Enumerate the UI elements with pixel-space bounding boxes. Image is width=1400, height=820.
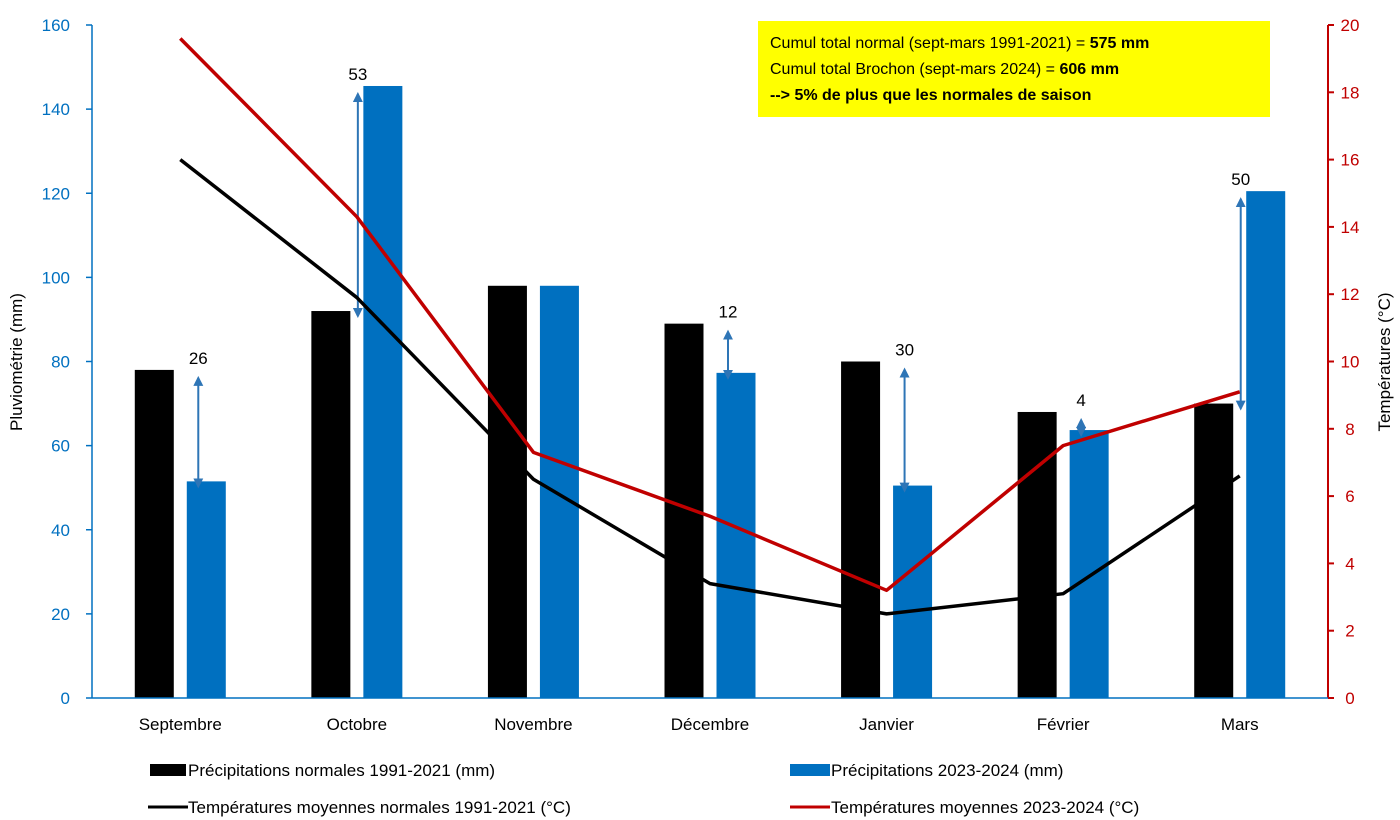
y-tick-label: 160: [42, 16, 70, 35]
bar-normal-precip: [487, 285, 527, 698]
legend: Précipitations normales 1991-2021 (mm) P…: [148, 761, 1139, 817]
x-tick-label: Novembre: [494, 715, 572, 734]
y-right-tick-label: 0: [1345, 689, 1354, 708]
x-tick-label: Septembre: [139, 715, 222, 734]
legend-swatch: [150, 764, 186, 776]
bar-precip-2023: [893, 485, 933, 698]
y-right-tick-label: 2: [1345, 622, 1354, 641]
x-tick-label: Mars: [1221, 715, 1259, 734]
legend-item-normal-temp: Températures moyennes normales 1991-2021…: [148, 798, 571, 817]
bar-precip-2023: [1069, 430, 1109, 698]
y-tick-label: 120: [42, 184, 70, 203]
y-tick-label: 0: [61, 689, 70, 708]
annotation-box: Cumul total normal (sept-mars 1991-2021)…: [758, 21, 1270, 117]
y-tick-label: 60: [51, 437, 70, 456]
legend-item-normal-precip: Précipitations normales 1991-2021 (mm): [150, 761, 495, 780]
y-right-tick-label: 18: [1341, 83, 1360, 102]
difference-arrows: 26 53 12 30 4 50: [189, 65, 1250, 493]
y-tick-label: 80: [51, 353, 70, 372]
line-normal-temp: [179, 158, 1241, 616]
bar-layer: [134, 85, 1286, 699]
difference-label: 4: [1076, 391, 1085, 410]
bar-normal-precip: [134, 369, 174, 698]
difference-label: 53: [348, 65, 367, 84]
y-right-tick-label: 14: [1341, 218, 1360, 237]
difference-label: 30: [895, 341, 914, 360]
legend-item-precip-2023: Précipitations 2023-2024 (mm): [790, 761, 1063, 780]
y-tick-label: 140: [42, 100, 70, 119]
line-layer: [179, 37, 1241, 616]
y-right-tick-label: 20: [1341, 16, 1360, 35]
bar-normal-precip: [1017, 411, 1057, 698]
legend-swatch: [790, 764, 830, 776]
x-tick-label: Octobre: [327, 715, 387, 734]
bar-precip-2023: [186, 481, 226, 698]
difference-label: 26: [189, 349, 208, 368]
y-right-tick-label: 8: [1345, 420, 1354, 439]
difference-label: 50: [1231, 170, 1250, 189]
legend-label: Températures moyennes normales 1991-2021…: [188, 798, 571, 817]
x-tick-label: Décembre: [671, 715, 749, 734]
annotation-line-3: --> 5% de plus que les normales de saiso…: [770, 87, 1091, 104]
y-right-tick-label: 16: [1341, 151, 1360, 170]
legend-label: Précipitations normales 1991-2021 (mm): [188, 761, 495, 780]
y-right-tick-label: 6: [1345, 487, 1354, 506]
legend-label: Températures moyennes 2023-2024 (°C): [831, 798, 1139, 817]
x-tick-label: Février: [1037, 715, 1090, 734]
bar-normal-precip: [311, 311, 351, 698]
y-tick-label: 100: [42, 268, 70, 287]
y-tick-label: 20: [51, 605, 70, 624]
annotation-line-1: Cumul total normal (sept-mars 1991-2021)…: [770, 35, 1149, 52]
right-axis-ticks: 0 2 4 6 8 10 12 14 16 18 20: [1328, 16, 1359, 708]
bar-precip-2023: [1246, 191, 1286, 698]
line-temp-2023: [179, 37, 1241, 593]
x-axis-ticks: Septembre Octobre Novembre Décembre Janvier F…: [139, 715, 1259, 734]
y-tick-label: 40: [51, 521, 70, 540]
left-axis-ticks: 0 20 40 60 80 100 120 140 160: [42, 16, 92, 708]
y-axis-right-title: Températures (°C): [1375, 292, 1394, 431]
bar-precip-2023: [716, 372, 756, 698]
bar-normal-precip: [1194, 403, 1234, 698]
y-axis-title: Pluviométrie (mm): [7, 293, 26, 431]
bar-precip-2023: [539, 285, 579, 698]
y-right-tick-label: 12: [1341, 285, 1360, 304]
annotation-line-2: Cumul total Brochon (sept-mars 2024) = 6…: [770, 61, 1119, 78]
difference-label: 12: [719, 303, 738, 322]
x-tick-label: Janvier: [859, 715, 914, 734]
legend-item-temp-2023: Températures moyennes 2023-2024 (°C): [790, 798, 1139, 817]
y-right-tick-label: 10: [1341, 353, 1360, 372]
y-right-tick-label: 4: [1345, 554, 1354, 573]
annotation-background: [758, 21, 1270, 117]
legend-label: Précipitations 2023-2024 (mm): [831, 761, 1063, 780]
bar-normal-precip: [841, 361, 881, 698]
bar-precip-2023: [363, 85, 403, 699]
